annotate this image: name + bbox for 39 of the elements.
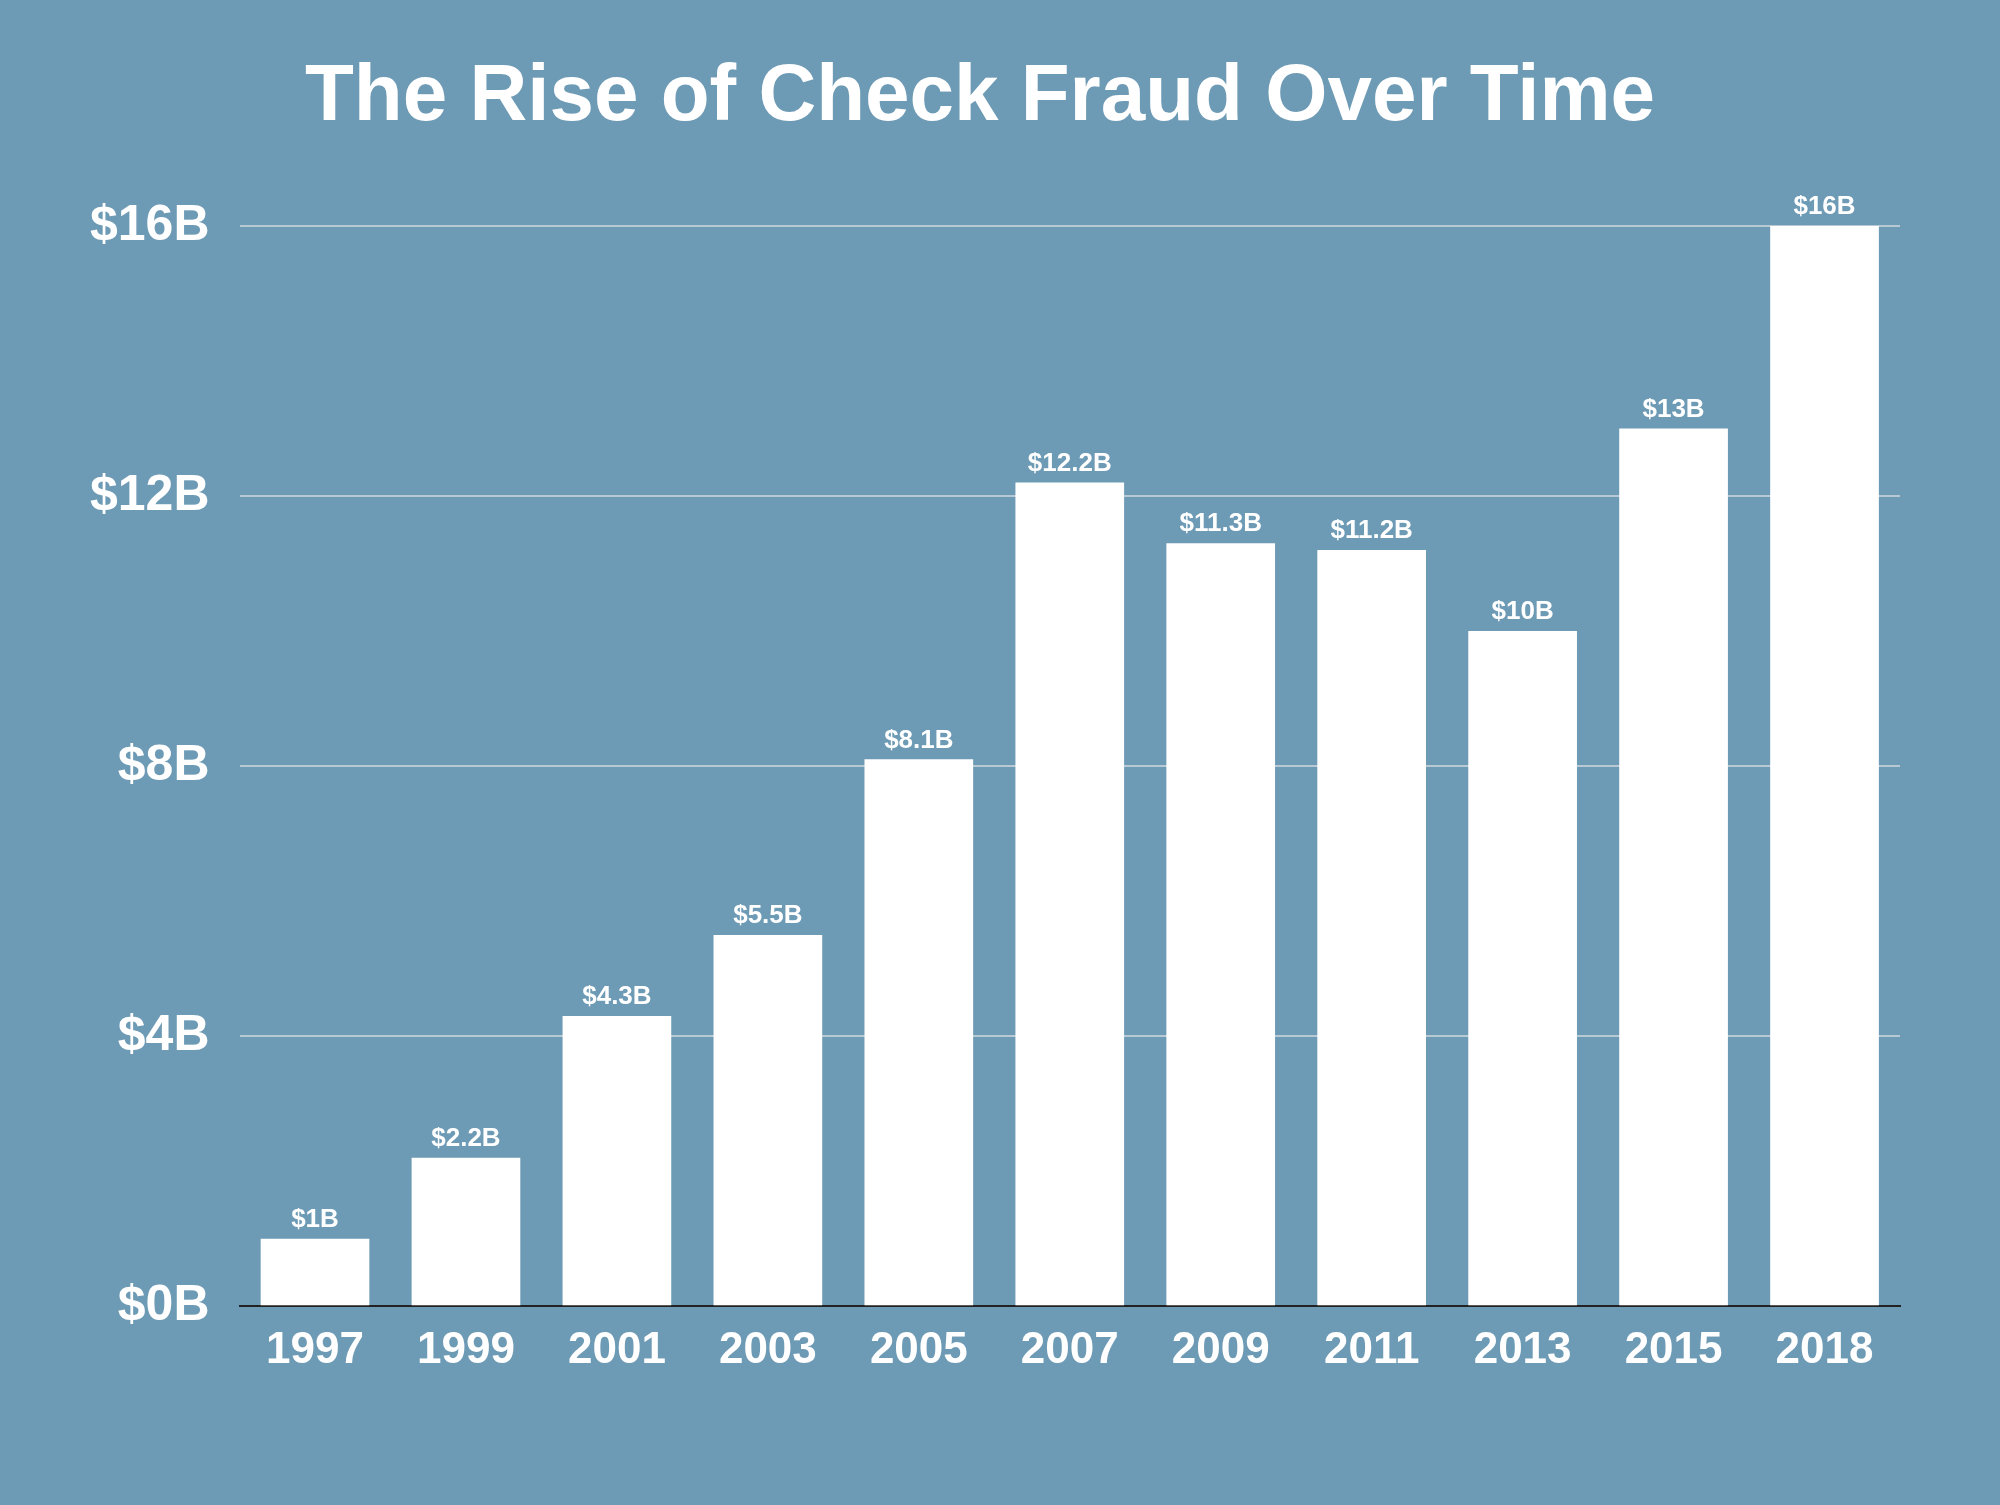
x-tick-label: 2007 bbox=[1020, 1322, 1119, 1372]
data-label: $1B bbox=[291, 1202, 339, 1233]
x-tick-label: 2003 bbox=[718, 1322, 817, 1372]
bar bbox=[1166, 543, 1276, 1306]
bar bbox=[1770, 226, 1879, 1306]
x-tick-label: 2005 bbox=[869, 1322, 968, 1372]
data-label: $16B bbox=[1793, 190, 1856, 221]
data-label: $5.5B bbox=[733, 899, 803, 930]
data-label: $10B bbox=[1491, 595, 1554, 626]
data-label: $4.3B bbox=[582, 980, 652, 1011]
y-tick-label: $16B bbox=[90, 194, 210, 251]
data-label: $8.1B bbox=[884, 723, 954, 754]
bar bbox=[1015, 482, 1125, 1306]
data-label: $11.3B bbox=[1179, 507, 1262, 538]
x-tick-label: 2013 bbox=[1473, 1322, 1572, 1372]
x-tick-label: 2001 bbox=[567, 1322, 666, 1372]
bar bbox=[562, 1015, 672, 1306]
x-tick-label: 2009 bbox=[1171, 1322, 1270, 1372]
bar bbox=[1317, 550, 1427, 1306]
x-tick-label: 1997 bbox=[266, 1322, 364, 1372]
bar bbox=[713, 934, 823, 1306]
y-tick-label: $0B bbox=[117, 1274, 210, 1331]
bar bbox=[1468, 631, 1577, 1306]
data-label: $2.2B bbox=[431, 1121, 501, 1152]
x-tick-label: 2011 bbox=[1323, 1322, 1420, 1372]
data-label: $11.2B bbox=[1330, 514, 1413, 545]
data-label: $12.2B bbox=[1027, 446, 1112, 477]
chart-title: The Rise of Check Fraud Over Time bbox=[304, 48, 1656, 138]
bar bbox=[260, 1238, 370, 1306]
bar bbox=[864, 759, 974, 1306]
y-tick-label: $12B bbox=[90, 464, 210, 521]
bar bbox=[411, 1157, 521, 1306]
x-tick-label: 1999 bbox=[417, 1322, 515, 1372]
y-tick-label: $8B bbox=[117, 734, 210, 791]
x-tick-label: 2015 bbox=[1624, 1322, 1723, 1372]
y-tick-label: $4B bbox=[117, 1004, 210, 1061]
bar bbox=[1619, 428, 1728, 1306]
x-tick-label: 2018 bbox=[1775, 1322, 1874, 1372]
data-label: $13B bbox=[1642, 392, 1705, 423]
